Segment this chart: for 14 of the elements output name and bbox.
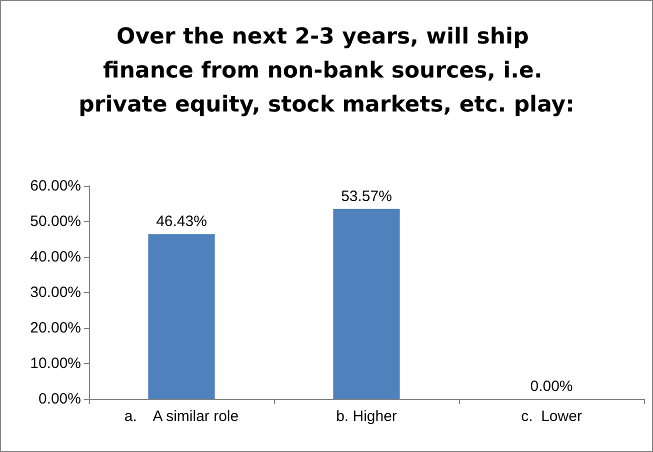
- y-tick-label: 30.00%: [30, 284, 81, 301]
- y-tick-label: 0.00%: [38, 390, 81, 408]
- data-label: 46.43%: [156, 213, 207, 230]
- y-tick-label: 20.00%: [30, 320, 81, 336]
- data-label: 0.00%: [530, 378, 573, 395]
- data-label: 53.57%: [341, 188, 392, 205]
- x-tick-label: b. Higher: [336, 408, 397, 425]
- y-tick-label: 50.00%: [30, 213, 81, 230]
- y-tick-label: 60.00%: [30, 178, 81, 194]
- x-tick-label: c. Lower: [521, 408, 582, 425]
- y-tick-label: 10.00%: [30, 355, 81, 372]
- y-tick-label: 40.00%: [30, 248, 81, 266]
- chart-title: Over the next 2-3 years, will ship finance from non-bank sources, i.e. private equity, stock markets, etc. play:: [78, 24, 574, 118]
- x-tick-label: a. A similar role: [124, 408, 239, 425]
